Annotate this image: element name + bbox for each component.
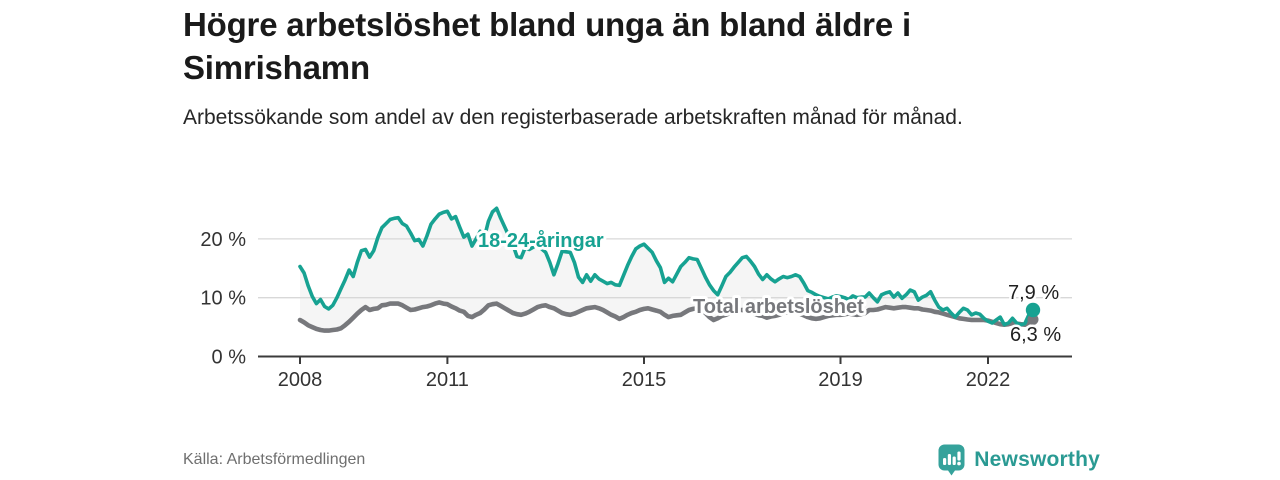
chart-title: Högre arbetslöshet bland unga än bland ä… <box>183 6 911 87</box>
chart-header: Högre arbetslöshet bland unga än bland ä… <box>183 0 1083 133</box>
x-axis-tick-labels: 2008 2011 2015 2019 2022 <box>278 369 1011 391</box>
x-tick-label: 2011 <box>426 369 469 391</box>
total-series-end-dot <box>1027 314 1039 325</box>
y-tick-label: 20 % <box>200 229 246 251</box>
y-tick-label: 10 % <box>200 288 246 310</box>
youth-unemployment-line <box>298 206 1035 327</box>
y-axis-tick-labels: 0 % 10 % 20 % <box>200 229 246 369</box>
youth-end-value-label: 7,9 % <box>1008 282 1059 304</box>
x-tick-label: 2015 <box>622 369 667 391</box>
newsworthy-pin-barchart-icon <box>938 444 965 476</box>
x-tick-label: 2008 <box>278 369 323 391</box>
x-axis <box>258 355 1072 364</box>
total-end-value-label: 6,3 % <box>1010 324 1061 346</box>
chart-footer: Källa: Arbetsförmedlingen Newsworthy <box>183 442 1100 478</box>
total-series-label: Total arbetslöshet <box>693 296 864 318</box>
y-tick-label: 0 % <box>212 347 247 369</box>
x-tick-label: 2019 <box>818 369 863 391</box>
youth-series-end-dot <box>1025 302 1041 318</box>
newsworthy-wordmark: Newsworthy <box>974 448 1100 471</box>
x-tick-label: 2022 <box>966 369 1011 391</box>
youth-series-label: 18-24-åringar <box>478 229 604 252</box>
chart-subtitle: Arbetssökande som andel av den registerb… <box>183 106 963 130</box>
band-fill-between-series <box>300 208 1033 331</box>
source-note: Källa: Arbetsförmedlingen <box>183 451 366 468</box>
newsworthy-logo[interactable]: Newsworthy <box>938 444 1100 476</box>
total-unemployment-line <box>297 300 1036 333</box>
gridlines <box>258 238 1072 299</box>
